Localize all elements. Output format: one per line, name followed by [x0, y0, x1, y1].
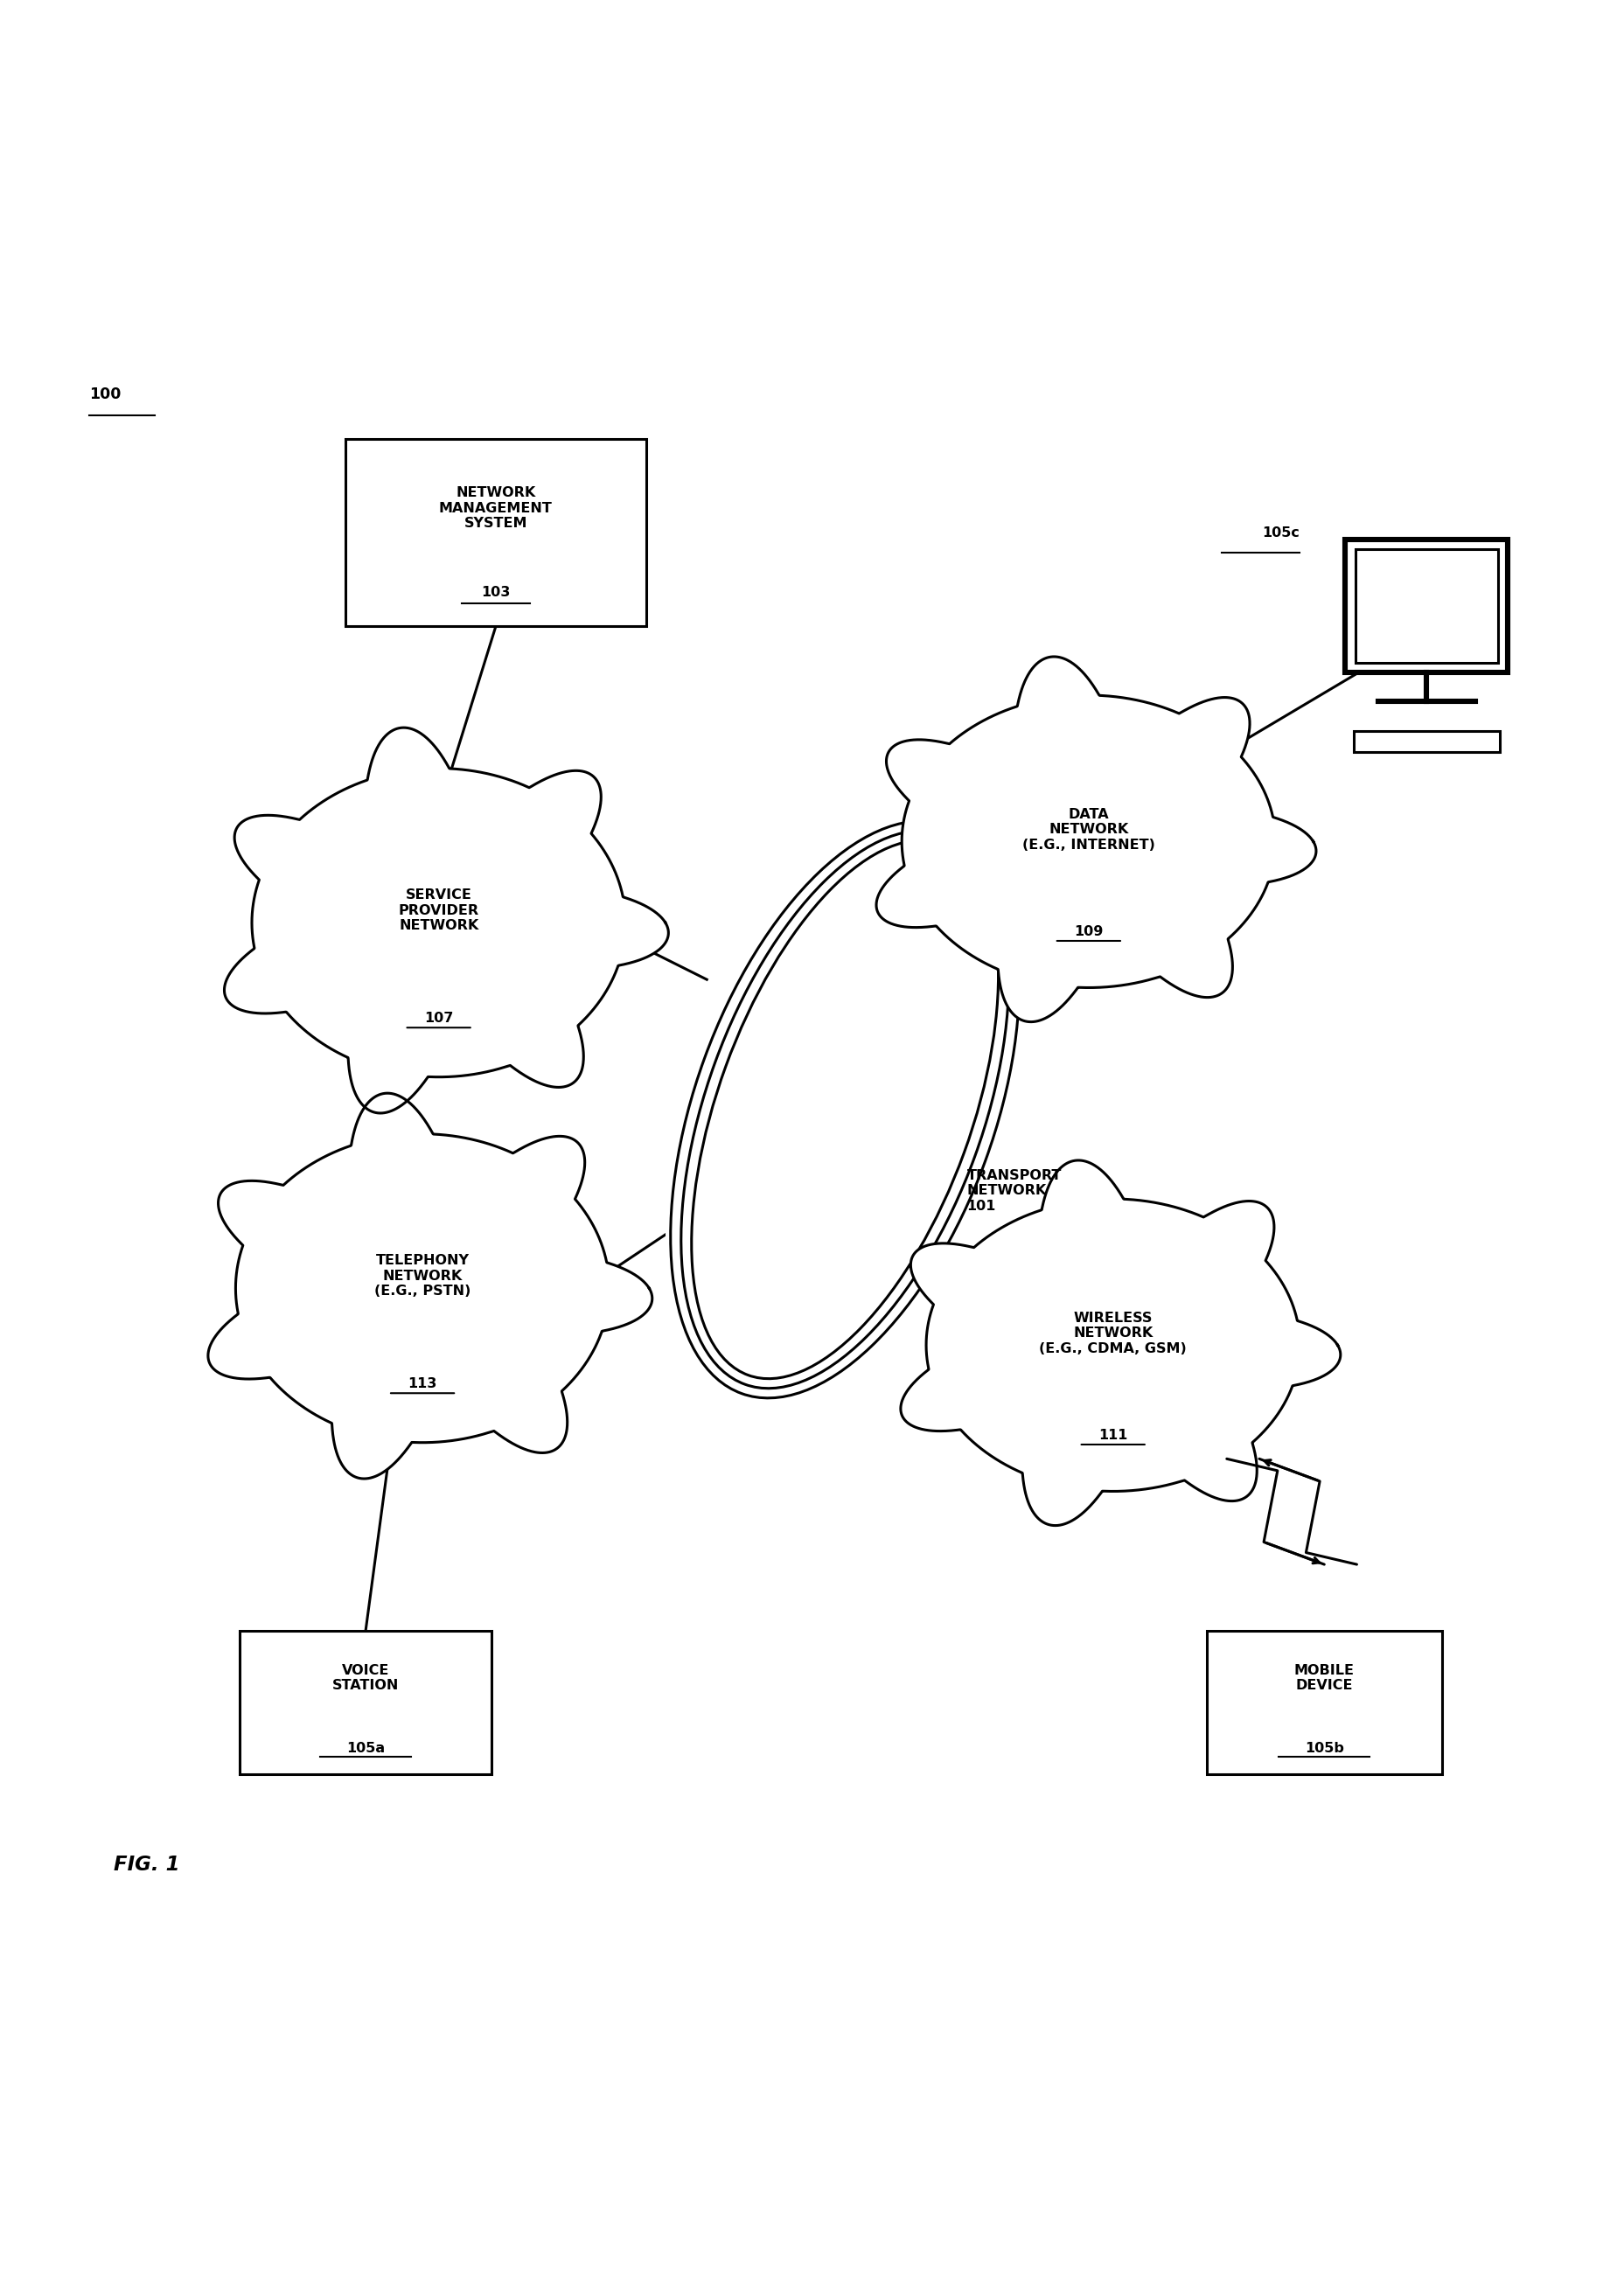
FancyBboxPatch shape	[1345, 539, 1507, 671]
Text: TELEPHONY
NETWORK
(E.G., PSTN): TELEPHONY NETWORK (E.G., PSTN)	[374, 1254, 471, 1297]
FancyBboxPatch shape	[344, 439, 645, 626]
Polygon shape	[875, 658, 1315, 1021]
FancyBboxPatch shape	[1354, 548, 1497, 662]
Text: 111: 111	[1098, 1430, 1127, 1441]
FancyBboxPatch shape	[1353, 731, 1499, 751]
Text: 109: 109	[1073, 925, 1103, 939]
Text: FIG. 1: FIG. 1	[114, 1855, 180, 1875]
Text: SERVICE
PROVIDER
NETWORK: SERVICE PROVIDER NETWORK	[398, 888, 479, 932]
FancyBboxPatch shape	[240, 1631, 490, 1775]
Text: 105c: 105c	[1262, 525, 1299, 539]
Text: 103: 103	[481, 587, 510, 598]
Text: TRANSPORT
NETWORK
101: TRANSPORT NETWORK 101	[966, 1169, 1060, 1213]
Text: MOBILE
DEVICE: MOBILE DEVICE	[1293, 1665, 1354, 1692]
Text: DATA
NETWORK
(E.G., INTERNET): DATA NETWORK (E.G., INTERNET)	[1021, 809, 1155, 852]
Text: 100: 100	[89, 386, 122, 402]
Ellipse shape	[666, 815, 1023, 1405]
FancyBboxPatch shape	[1205, 1631, 1442, 1775]
Polygon shape	[224, 729, 667, 1112]
Text: VOICE
STATION: VOICE STATION	[331, 1665, 400, 1692]
Polygon shape	[900, 1160, 1340, 1526]
Text: NETWORK
MANAGEMENT
SYSTEM: NETWORK MANAGEMENT SYSTEM	[438, 486, 552, 530]
Polygon shape	[208, 1094, 651, 1478]
Text: 107: 107	[424, 1012, 453, 1026]
Text: 105a: 105a	[346, 1743, 385, 1754]
Text: 105b: 105b	[1304, 1743, 1343, 1754]
Text: 113: 113	[408, 1377, 437, 1391]
Text: WIRELESS
NETWORK
(E.G., CDMA, GSM): WIRELESS NETWORK (E.G., CDMA, GSM)	[1039, 1311, 1186, 1354]
